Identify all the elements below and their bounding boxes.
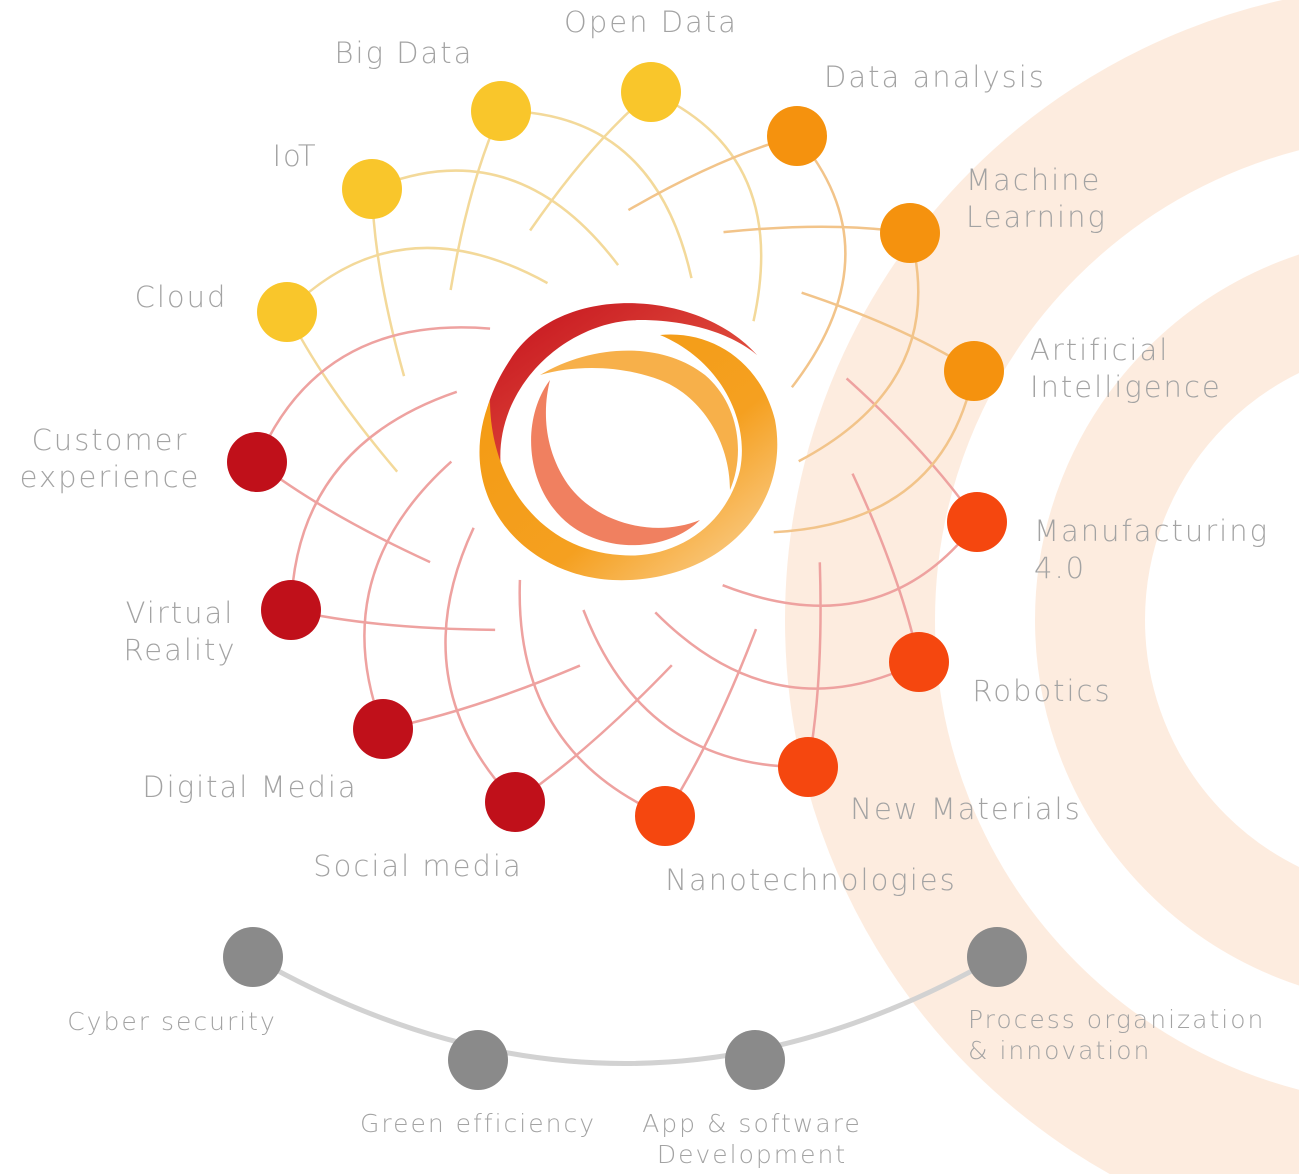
node xyxy=(944,341,1004,401)
node-label: Learning xyxy=(966,200,1107,234)
gray-arc xyxy=(253,957,997,1064)
connector xyxy=(583,610,808,767)
connector xyxy=(501,111,691,278)
node-label: Customer xyxy=(32,423,189,457)
connector xyxy=(515,665,672,802)
node xyxy=(725,1030,785,1090)
node xyxy=(227,432,287,492)
node-label: Manufacturing xyxy=(1034,514,1269,548)
connector xyxy=(445,528,515,802)
node-label: Intelligence xyxy=(1030,370,1222,404)
node-label: Development xyxy=(657,1140,847,1169)
node xyxy=(353,699,413,759)
node xyxy=(767,106,827,166)
node xyxy=(880,203,940,263)
node-label: & innovation xyxy=(968,1036,1151,1065)
node-label: Process organization xyxy=(968,1005,1265,1034)
node xyxy=(967,927,1027,987)
node-label: Cloud xyxy=(135,280,228,314)
node xyxy=(223,927,283,987)
node xyxy=(635,786,695,846)
connector xyxy=(372,171,618,266)
diagram: Open Data Big Data IoT Cloud Customerexperie… xyxy=(0,0,1299,1174)
node-label: Big Data xyxy=(335,36,474,70)
node-label: Machine xyxy=(966,163,1101,197)
center-logo xyxy=(479,303,777,580)
connector xyxy=(291,610,495,630)
node-label: New Materials xyxy=(850,792,1081,826)
node-label: experience xyxy=(20,460,201,494)
node xyxy=(889,632,949,692)
node xyxy=(471,81,531,141)
node-label: Robotics xyxy=(972,674,1111,708)
node-label: App & software xyxy=(642,1109,862,1138)
node-label: Green efficiency xyxy=(360,1109,596,1138)
node-label: Open Data xyxy=(564,5,738,39)
node xyxy=(621,62,681,122)
node xyxy=(448,1030,508,1090)
node-label: Social media xyxy=(313,849,523,883)
node-label: Virtual xyxy=(126,596,235,630)
node-label: Digital Media xyxy=(142,770,357,804)
node xyxy=(261,580,321,640)
node xyxy=(257,282,317,342)
node-label: Cyber security xyxy=(67,1007,277,1036)
node xyxy=(947,492,1007,552)
node xyxy=(485,772,545,832)
node-label: Nanotechnologies xyxy=(665,863,956,897)
connector xyxy=(287,248,547,312)
connector xyxy=(364,462,451,729)
connector xyxy=(792,136,846,387)
node-label: Reality xyxy=(123,633,236,667)
node-label: IoT xyxy=(272,139,317,173)
node xyxy=(342,159,402,219)
connector xyxy=(520,580,665,816)
node-label: 4.0 xyxy=(1034,551,1086,585)
node xyxy=(778,737,838,797)
node-label: Artificial xyxy=(1030,333,1169,367)
node-label: Data analysis xyxy=(824,60,1046,94)
